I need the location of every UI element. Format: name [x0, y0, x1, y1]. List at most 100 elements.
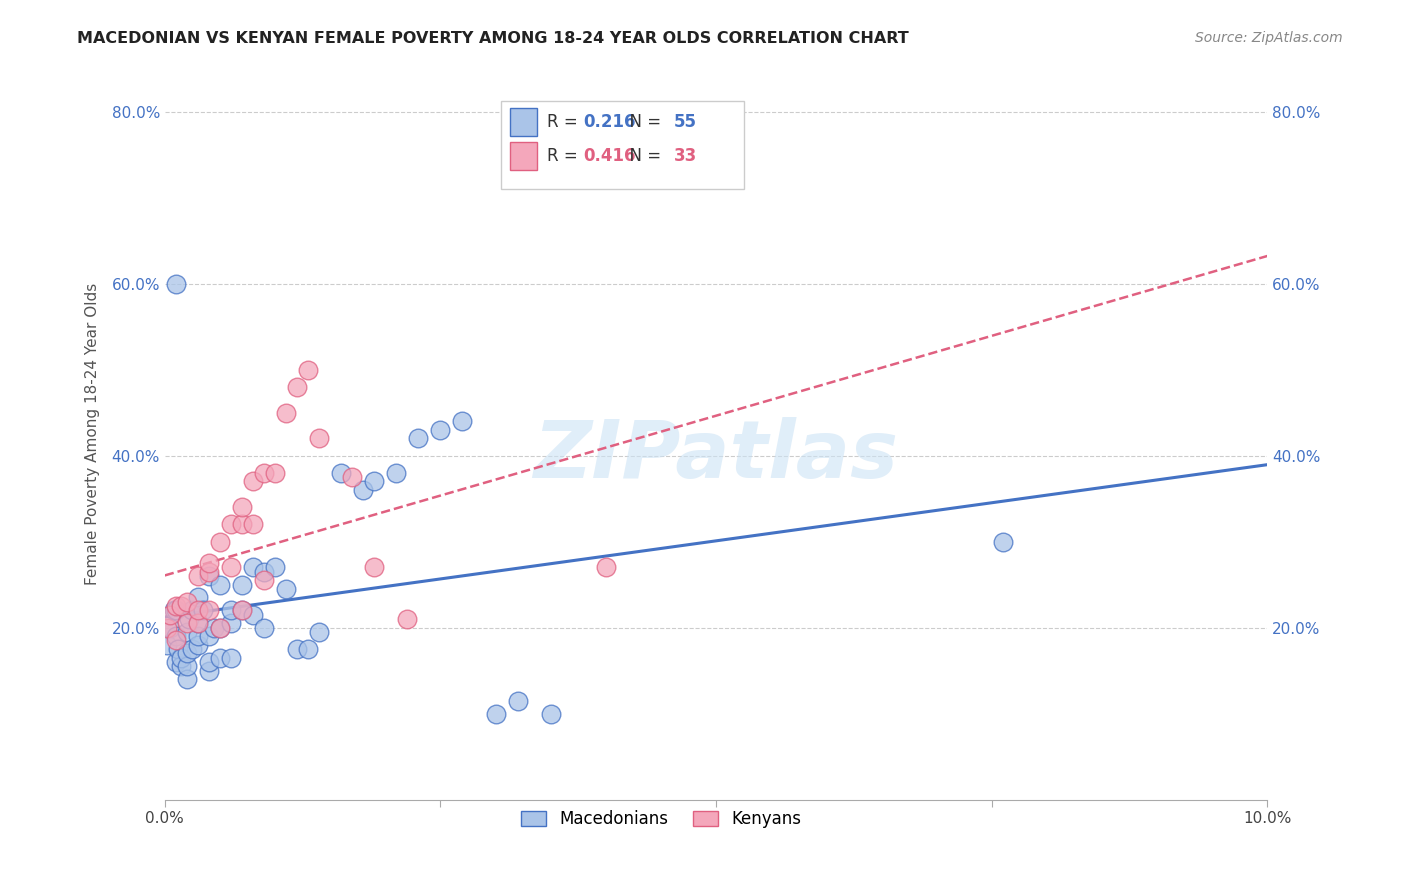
Point — [198, 556, 221, 570]
Point — [187, 569, 209, 583]
Point — [208, 577, 231, 591]
Point — [198, 565, 221, 579]
Point — [165, 633, 187, 648]
Point — [242, 475, 264, 489]
Point — [506, 693, 529, 707]
Point — [170, 659, 193, 673]
Point — [297, 642, 319, 657]
Point — [208, 650, 231, 665]
Text: MACEDONIAN VS KENYAN FEMALE POVERTY AMONG 18-24 YEAR OLDS CORRELATION CHART: MACEDONIAN VS KENYAN FEMALE POVERTY AMON… — [77, 31, 910, 46]
Point — [208, 621, 231, 635]
Point — [231, 517, 253, 532]
Point — [193, 603, 215, 617]
Point — [385, 466, 408, 480]
Point — [352, 483, 374, 497]
Point — [176, 672, 198, 686]
Point — [484, 706, 506, 721]
Point — [231, 603, 253, 617]
Point — [156, 638, 179, 652]
Point — [363, 560, 385, 574]
Point — [219, 603, 242, 617]
Point — [170, 650, 193, 665]
Point — [187, 616, 209, 631]
Legend: Macedonians, Kenyans: Macedonians, Kenyans — [515, 804, 808, 835]
Point — [177, 612, 200, 626]
Point — [274, 582, 297, 596]
Point — [176, 624, 198, 639]
Text: 55: 55 — [673, 113, 697, 131]
Point — [176, 616, 198, 631]
Point — [167, 642, 190, 657]
Text: ZIPatlas: ZIPatlas — [533, 417, 898, 495]
Point — [187, 603, 209, 617]
Point — [165, 277, 187, 291]
Point — [253, 466, 276, 480]
Bar — [510, 108, 537, 136]
Point — [176, 595, 198, 609]
Point — [242, 607, 264, 622]
Point — [595, 560, 617, 574]
Point — [363, 475, 385, 489]
Point — [187, 638, 209, 652]
Point — [181, 642, 204, 657]
Point — [408, 431, 430, 445]
Text: R =: R = — [547, 147, 583, 165]
Point — [165, 599, 187, 613]
Point — [253, 565, 276, 579]
Point — [202, 621, 225, 635]
Point — [176, 646, 198, 660]
Point — [451, 414, 474, 428]
Point — [285, 380, 308, 394]
Point — [219, 650, 242, 665]
Text: Source: ZipAtlas.com: Source: ZipAtlas.com — [1195, 31, 1343, 45]
Point — [198, 569, 221, 583]
Text: R =: R = — [547, 113, 583, 131]
Point — [231, 500, 253, 515]
Point — [162, 603, 184, 617]
Point — [176, 659, 198, 673]
Y-axis label: Female Poverty Among 18-24 Year Olds: Female Poverty Among 18-24 Year Olds — [86, 283, 100, 585]
Point — [219, 517, 242, 532]
Point — [429, 423, 451, 437]
Point — [198, 603, 221, 617]
Point — [308, 624, 330, 639]
Point — [198, 629, 221, 643]
Text: 0.216: 0.216 — [583, 113, 637, 131]
Point — [540, 706, 562, 721]
Point — [242, 517, 264, 532]
Bar — [510, 143, 537, 170]
FancyBboxPatch shape — [501, 102, 744, 189]
Point — [198, 655, 221, 669]
Point — [187, 616, 209, 631]
Point — [264, 560, 287, 574]
Point — [165, 629, 187, 643]
Point — [253, 573, 276, 587]
Point — [198, 664, 221, 678]
Point — [330, 466, 353, 480]
Point — [187, 591, 209, 605]
Point — [274, 405, 297, 419]
Point — [308, 431, 330, 445]
Point — [297, 362, 319, 376]
Text: N =: N = — [619, 147, 666, 165]
Point — [264, 466, 287, 480]
Point — [231, 603, 253, 617]
Text: 0.416: 0.416 — [583, 147, 637, 165]
Point — [165, 655, 187, 669]
Point — [285, 642, 308, 657]
Point — [208, 534, 231, 549]
Point — [342, 470, 364, 484]
Point — [187, 629, 209, 643]
Point — [231, 577, 253, 591]
Point — [181, 603, 204, 617]
Point — [165, 603, 187, 617]
Point — [396, 612, 419, 626]
Point — [219, 560, 242, 574]
Point — [159, 621, 181, 635]
Point — [208, 621, 231, 635]
Point — [156, 621, 179, 635]
Text: 33: 33 — [673, 147, 697, 165]
Point — [219, 616, 242, 631]
Point — [242, 560, 264, 574]
Text: N =: N = — [619, 113, 666, 131]
